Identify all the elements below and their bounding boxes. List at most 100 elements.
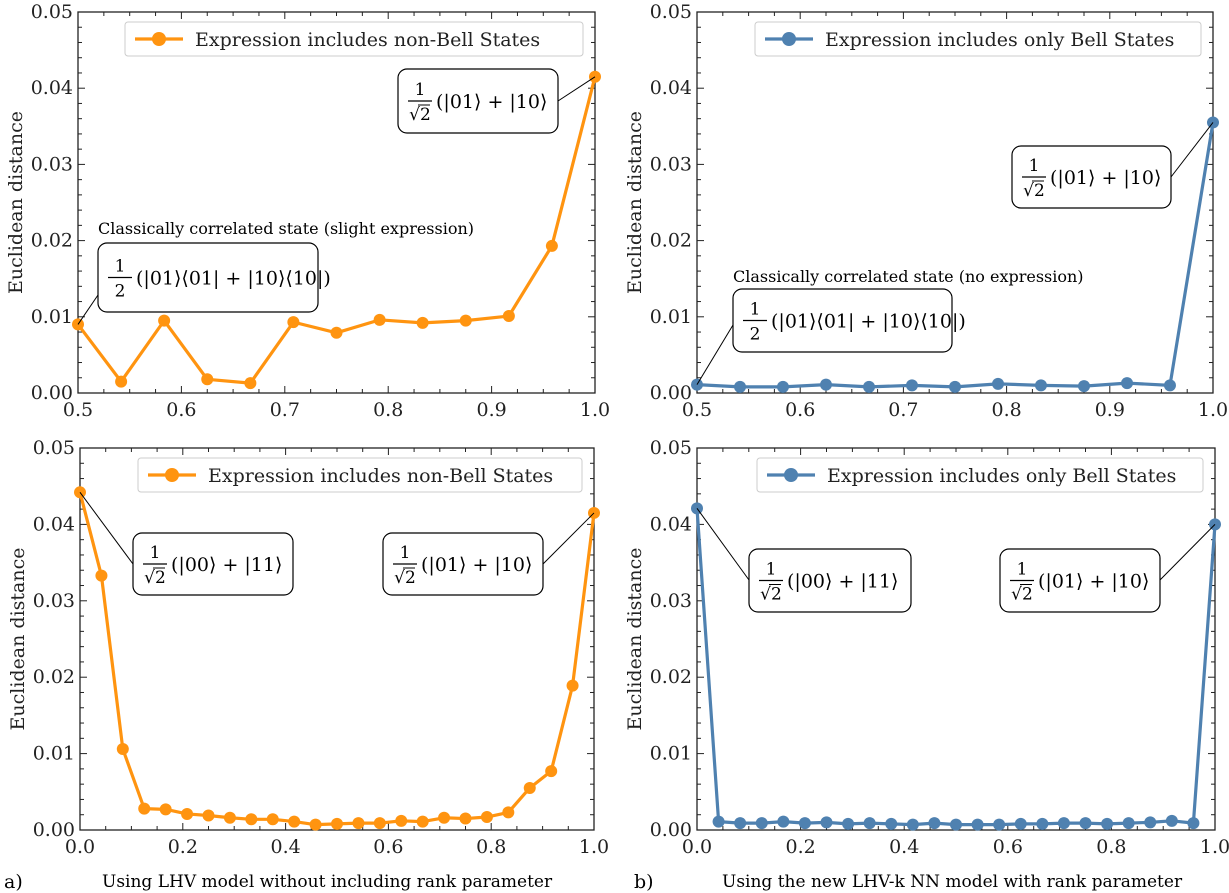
x-tick-label: 0.9 — [1095, 399, 1125, 421]
y-tick-label: 0.03 — [650, 153, 692, 175]
fraction-denominator: √2 — [1023, 181, 1045, 201]
caption-b: b) Using the new LHV-k NN model with ran… — [634, 871, 1183, 893]
data-point — [223, 811, 236, 824]
y-axis-label: Euclidean distance — [624, 548, 646, 731]
caption-a-letter: a) — [4, 871, 23, 893]
data-point — [1014, 817, 1027, 830]
data-point — [331, 817, 343, 830]
y-tick-label: 0.01 — [650, 306, 692, 328]
x-tick-label: 0.5 — [63, 399, 93, 421]
y-tick-label: 0.05 — [31, 1, 73, 23]
y-tick-label: 0.03 — [31, 153, 73, 175]
annotation-box — [97, 242, 319, 313]
x-tick-label: 1.0 — [580, 399, 610, 421]
data-point — [863, 380, 876, 393]
legend-box — [754, 21, 1202, 57]
data-point — [1078, 380, 1090, 393]
y-tick-label: 0.04 — [31, 77, 73, 99]
data-point — [288, 815, 301, 828]
caption-a-text: Using LHV model without including rank p… — [102, 872, 553, 892]
legend: Expression includes non-Bell States — [124, 21, 584, 57]
annotation-expression: (|00⟩ + |11⟩ — [787, 571, 898, 593]
x-tick-label: 1.0 — [579, 836, 609, 858]
x-tick-label: 0.2 — [785, 836, 815, 858]
data-point — [201, 373, 214, 386]
caption-b-letter: b) — [634, 871, 654, 893]
fraction-denominator: 2 — [115, 282, 126, 302]
y-tick-label: 0.02 — [650, 230, 692, 252]
data-point — [691, 502, 703, 515]
x-tick-label: 1.0 — [1200, 836, 1229, 858]
data-point — [906, 818, 919, 831]
data-point — [734, 817, 747, 830]
data-point — [1163, 379, 1176, 392]
x-tick-label: 0.5 — [682, 399, 712, 421]
y-tick-label: 0.01 — [31, 306, 73, 328]
y-tick-label: 0.01 — [650, 743, 692, 765]
annotation: 1 √2(|01⟩ + |10⟩ — [1011, 122, 1214, 209]
series-line — [74, 486, 600, 831]
data-point — [373, 313, 386, 326]
annotation: 1 √2(|00⟩ + |11⟩ — [696, 508, 912, 613]
y-tick-label: 0.04 — [650, 513, 692, 535]
fraction-numerator: 1 — [115, 257, 126, 277]
data-point — [416, 815, 429, 828]
x-tick-label: 0.4 — [889, 836, 919, 858]
data-point — [905, 379, 918, 392]
data-point — [158, 314, 171, 327]
fraction-numerator: 1 — [400, 543, 411, 563]
y-tick-label: 0.04 — [33, 513, 75, 535]
annotation-expression: (|01⟩⟨01| + |10⟩⟨10|) — [136, 268, 331, 290]
data-point — [523, 781, 536, 794]
y-tick-label: 0.05 — [33, 437, 75, 459]
legend-box — [756, 457, 1204, 493]
y-tick-label: 0.05 — [650, 1, 692, 23]
legend: Expression includes only Bell States — [754, 21, 1202, 57]
data-point — [373, 817, 386, 830]
y-tick-label: 0.00 — [33, 819, 75, 841]
y-tick-label: 0.03 — [33, 590, 75, 612]
fraction-numerator: 1 — [415, 80, 426, 100]
data-point — [330, 326, 343, 339]
data-point — [820, 378, 832, 391]
data-point — [1079, 817, 1092, 830]
chart-bottom-right: 0.00 0.01 0.02 0.03 0.04 0.05 0.0 0.2 0.4 0.6 0.8 1… — [624, 437, 1229, 858]
annotation-expression: (|01⟩ + |10⟩ — [421, 554, 532, 576]
caption-b-text: Using the new LHV-k NN model with rank p… — [722, 872, 1183, 892]
x-tick-label: 0.7 — [888, 399, 918, 421]
data-point — [352, 817, 365, 830]
y-axis-label: Euclidean distance — [5, 111, 27, 294]
fraction-denominator: √2 — [409, 105, 431, 125]
data-point — [244, 377, 257, 390]
annotation-connector — [79, 492, 134, 565]
data-point — [798, 817, 811, 830]
x-tick-label: 1.0 — [1198, 399, 1228, 421]
fraction-numerator: 1 — [150, 543, 161, 563]
annotation-box — [132, 532, 294, 596]
data-point — [1036, 817, 1049, 830]
x-tick-label: 0.8 — [373, 399, 403, 421]
data-point — [116, 743, 129, 756]
annotation-connector — [1170, 122, 1214, 178]
data-point — [266, 813, 279, 826]
legend-marker — [782, 32, 796, 46]
plot-frame — [696, 447, 1216, 831]
data-point — [115, 375, 128, 388]
data-point — [395, 814, 408, 827]
x-tick-label: 0.2 — [168, 836, 198, 858]
legend-marker — [152, 32, 166, 46]
annotation: Classically correlated state (slight exp… — [77, 219, 474, 325]
legend: Expression includes non-Bell States — [137, 457, 583, 493]
data-point — [459, 812, 472, 825]
y-tick-label: 0.02 — [650, 666, 692, 688]
legend-box — [124, 21, 584, 57]
annotation-box — [999, 548, 1161, 613]
annotation-connector — [557, 76, 596, 102]
annotation-expression: (|00⟩ + |11⟩ — [171, 554, 282, 576]
chart-bottom-left: 0.00 0.01 0.02 0.03 0.04 0.05 0.0 0.2 0.4 0.6 0.8 1… — [7, 437, 609, 858]
x-tick-label: 0.6 — [373, 836, 403, 858]
y-axis-label: Euclidean distance — [7, 548, 29, 731]
data-point — [181, 807, 194, 820]
annotation-box — [748, 548, 912, 613]
y-tick-label: 0.02 — [31, 230, 73, 252]
